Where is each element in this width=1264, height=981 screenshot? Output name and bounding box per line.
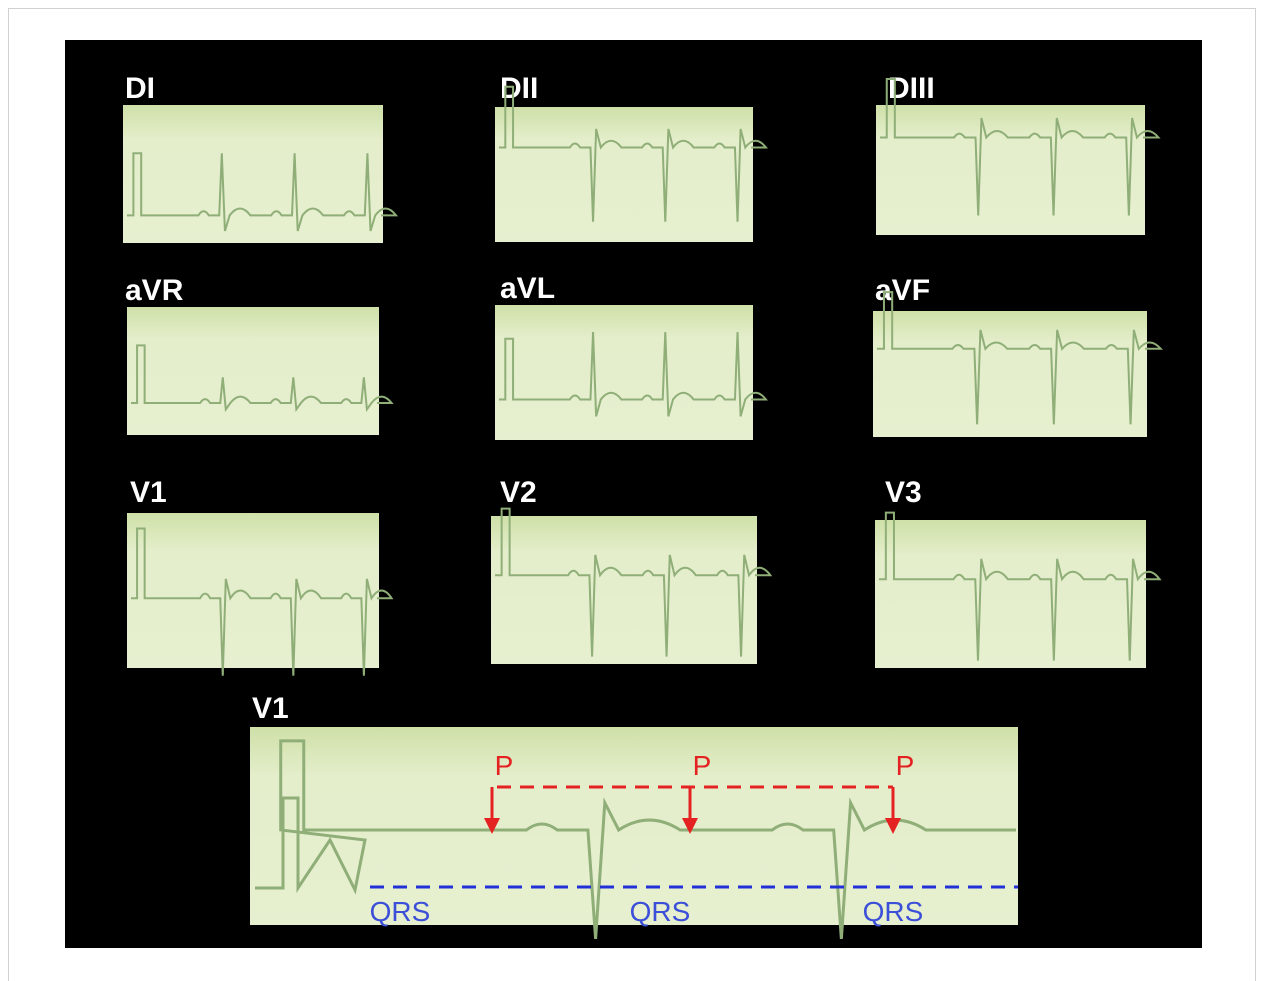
lead-label: aVL <box>500 272 555 305</box>
p-label: P <box>896 750 915 781</box>
lead-label: DI <box>125 72 155 105</box>
p-label: P <box>693 750 712 781</box>
qrs-label: QRS <box>630 896 691 927</box>
figure: DIDIIDIIIaVRaVLaVFV1V2V3 V1 PPPQRSQRSQRS <box>0 0 1264 981</box>
strip-label: V1 <box>252 692 289 725</box>
lead-label: V2 <box>500 476 537 509</box>
ecg-paper <box>127 307 379 435</box>
qrs-label: QRS <box>863 896 924 927</box>
ecg-paper <box>127 513 379 668</box>
ecg-paper <box>876 105 1145 235</box>
lead-label: aVR <box>125 274 184 307</box>
ecg-paper <box>123 105 383 243</box>
ecg-paper <box>495 107 753 242</box>
p-label: P <box>495 750 514 781</box>
lead-label: V3 <box>885 476 922 509</box>
rhythm-strip: V1 P P P QRS QRS QRS <box>250 692 1018 939</box>
ecg-paper <box>491 516 757 664</box>
ecg-paper <box>873 311 1147 437</box>
lead-label: V1 <box>130 476 167 509</box>
ecg-paper <box>875 520 1146 668</box>
qrs-label: QRS <box>370 896 431 927</box>
ecg-paper <box>495 305 753 440</box>
